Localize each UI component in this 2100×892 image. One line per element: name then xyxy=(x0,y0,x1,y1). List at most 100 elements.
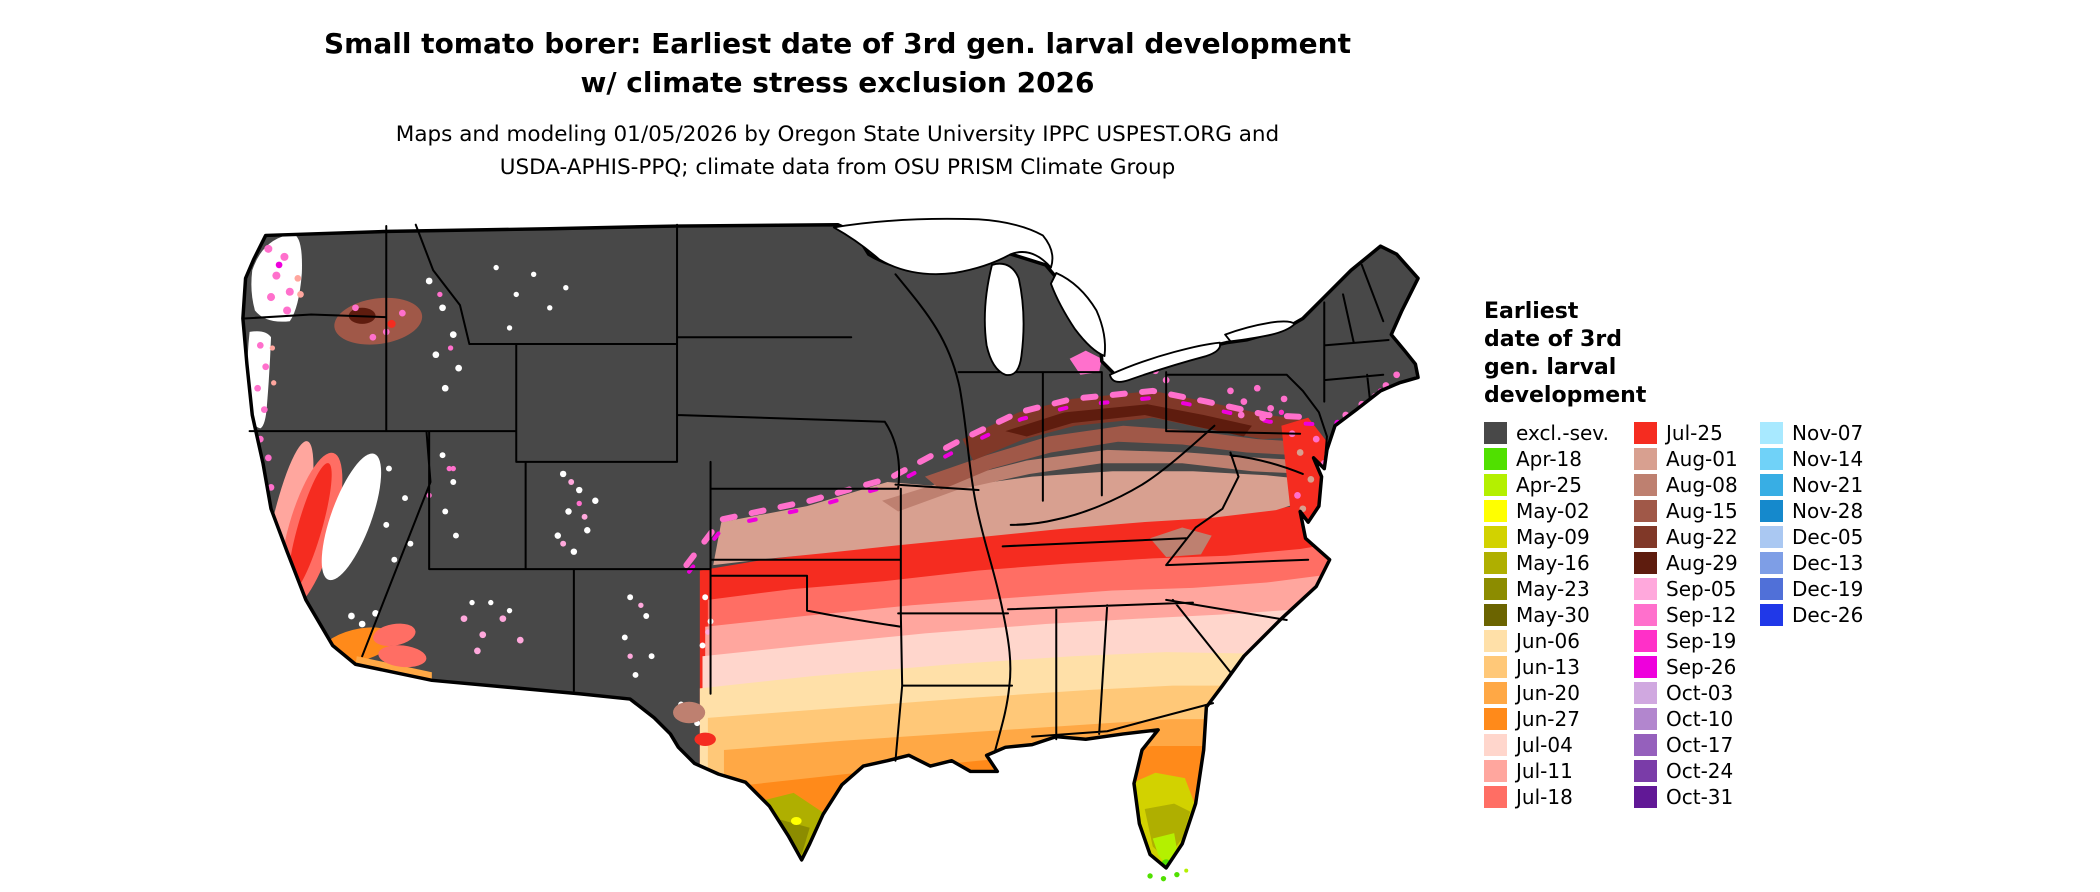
florida-keys xyxy=(1147,868,1189,882)
legend-color-swatch xyxy=(1634,708,1657,730)
legend-entry: Aug-29 xyxy=(1634,550,1760,576)
legend-column: excl.-sev. Apr-18 Apr-25 May-02 May-09 May-16… xyxy=(1484,420,1634,810)
legend-entry: Oct-03 xyxy=(1634,680,1760,706)
legend-entry-label: Nov-14 xyxy=(1792,447,1864,471)
legend-color-swatch xyxy=(1484,552,1507,574)
legend-color-swatch xyxy=(1634,526,1657,548)
legend-color-swatch xyxy=(1634,786,1657,808)
legend-color-swatch xyxy=(1760,422,1783,444)
map-subtitle-line1: Maps and modeling 01/05/2026 by Oregon S… xyxy=(395,122,1280,147)
lake-michigan xyxy=(983,262,1025,377)
legend-color-swatch xyxy=(1634,500,1657,522)
legend-entry-label: Oct-24 xyxy=(1666,759,1734,783)
legend-entry-label: Jun-13 xyxy=(1516,655,1580,679)
map-region-central-valley xyxy=(288,463,332,593)
legend-entry-label: Oct-17 xyxy=(1666,733,1734,757)
legend-entry: Sep-19 xyxy=(1634,628,1760,654)
map-dot-yellow-tx xyxy=(790,817,802,826)
map-band-aug08 xyxy=(882,449,1309,512)
map-fill-layers xyxy=(242,224,1419,868)
legend-entry: Aug-22 xyxy=(1634,524,1760,550)
legend-entry: Aug-08 xyxy=(1634,472,1760,498)
lake-huron xyxy=(1049,272,1106,357)
map-region-wtx-red xyxy=(694,732,716,746)
legend-color-swatch xyxy=(1484,630,1507,652)
legend-entry-label: Aug-01 xyxy=(1666,447,1738,471)
map-subtitle-line2: USDA-APHIS-PPQ; climate data from OSU PR… xyxy=(499,155,1176,180)
legend-color-swatch xyxy=(1760,448,1783,470)
legend-entry-label: Dec-05 xyxy=(1792,525,1864,549)
legend-entry: May-16 xyxy=(1484,550,1634,576)
legend-color-swatch xyxy=(1760,578,1783,600)
legend-entry-label: May-30 xyxy=(1516,603,1590,627)
map-speckle-blue-mountains xyxy=(352,304,406,341)
legend-color-swatch xyxy=(1484,578,1507,600)
legend-color-swatch xyxy=(1634,604,1657,626)
legend-entry: Jul-04 xyxy=(1484,732,1634,758)
legend-columns: excl.-sev. Apr-18 Apr-25 May-02 May-09 May-16… xyxy=(1484,420,2084,810)
legend-entry-label: Jun-06 xyxy=(1516,629,1580,653)
map-speckle-pennsylvania xyxy=(1227,384,1288,422)
legend-entry-label: Jun-20 xyxy=(1516,681,1580,705)
legend-entry-label: Jul-25 xyxy=(1666,421,1723,445)
legend-entry: May-23 xyxy=(1484,576,1634,602)
legend-color-swatch xyxy=(1634,448,1657,470)
legend-entry: Nov-07 xyxy=(1760,420,1863,446)
legend-entry-label: May-16 xyxy=(1516,551,1590,575)
map-region-or-mountains xyxy=(247,331,272,429)
legend-entry: May-09 xyxy=(1484,524,1634,550)
legend-entry: Nov-21 xyxy=(1760,472,1863,498)
map-speckle-rockies-magenta xyxy=(426,291,582,507)
map-dot-wa xyxy=(275,261,283,269)
legend-entry: Sep-26 xyxy=(1634,654,1760,680)
legend-entry: Jun-06 xyxy=(1484,628,1634,654)
legend-title-line: gen. larval xyxy=(1484,355,1617,380)
legend-entry: excl.-sev. xyxy=(1484,420,1634,446)
legend-entry-label: Jul-11 xyxy=(1516,759,1573,783)
legend-color-swatch xyxy=(1634,474,1657,496)
map-fringe-magenta xyxy=(683,387,1320,569)
legend-entry: Dec-05 xyxy=(1760,524,1863,550)
legend-entry-label: Oct-03 xyxy=(1666,681,1734,705)
map-band-aug22 xyxy=(962,390,1314,461)
legend-entry-label: Sep-05 xyxy=(1666,577,1737,601)
legend-entry-label: Apr-25 xyxy=(1516,473,1582,497)
legend-entry-label: excl.-sev. xyxy=(1516,421,1609,445)
legend-entry: Aug-15 xyxy=(1634,498,1760,524)
legend-entry-label: Nov-28 xyxy=(1792,499,1864,523)
legend-entry: Apr-18 xyxy=(1484,446,1634,472)
legend-entry-label: May-09 xyxy=(1516,525,1590,549)
legend-title-line: date of 3rd xyxy=(1484,327,1622,352)
legend-entry: Dec-26 xyxy=(1760,602,1863,628)
legend-entry-label: Sep-12 xyxy=(1666,603,1737,627)
legend-entry-label: Jun-27 xyxy=(1516,707,1580,731)
legend-color-swatch xyxy=(1634,578,1657,600)
header: Small tomato borer: Earliest date of 3rd… xyxy=(0,24,1675,184)
legend-entry-label: Apr-18 xyxy=(1516,447,1582,471)
lake-superior xyxy=(832,217,1054,276)
legend-entry: Apr-25 xyxy=(1484,472,1634,498)
map-band-aug01 xyxy=(713,471,1327,566)
legend-color-swatch xyxy=(1760,500,1783,522)
legend-entry-label: Jul-18 xyxy=(1516,785,1573,809)
legend-color-swatch xyxy=(1484,656,1507,678)
legend-color-swatch xyxy=(1760,474,1783,496)
map-region-sw-arizona xyxy=(378,645,427,668)
map-dot-blue-mountains-red xyxy=(387,319,396,328)
legend-color-swatch xyxy=(1760,604,1783,626)
map-region-florida-tip-yellowgreen xyxy=(1152,833,1177,866)
legend-color-swatch xyxy=(1484,786,1507,808)
map-title-line1: Small tomato borer: Earliest date of 3rd… xyxy=(324,27,1351,60)
legend-entry: Dec-13 xyxy=(1760,550,1863,576)
legend-color-swatch xyxy=(1484,682,1507,704)
map-fringe-magenta2 xyxy=(687,395,1321,574)
map-region-sierra xyxy=(321,453,382,581)
legend-entry: May-02 xyxy=(1484,498,1634,524)
legend-entry: Nov-14 xyxy=(1760,446,1863,472)
legend-color-swatch xyxy=(1484,526,1507,548)
us-map-svg xyxy=(241,217,1420,882)
map-region-wtx-brown xyxy=(673,701,706,724)
legend-column: Jul-25 Aug-01 Aug-08 Aug-15 Aug-22 Aug-29 Sep-… xyxy=(1634,420,1760,810)
map-speckle-cascades xyxy=(254,244,294,413)
